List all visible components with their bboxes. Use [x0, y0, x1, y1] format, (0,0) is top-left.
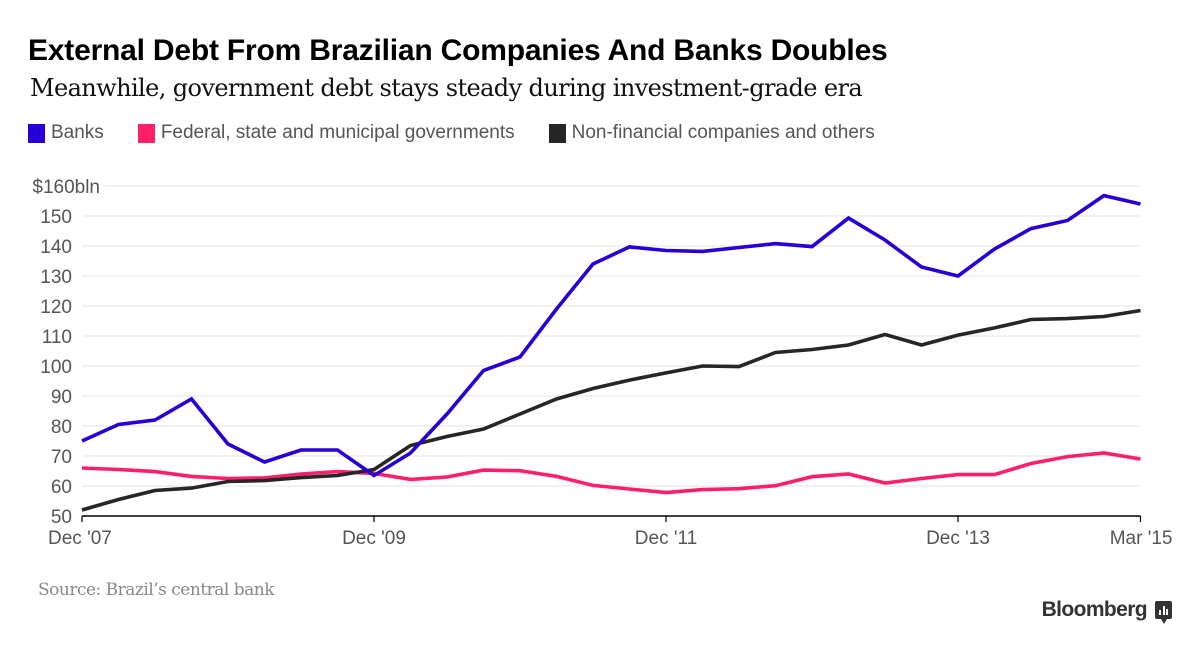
y-tick-label: 150 [40, 207, 72, 228]
gridlines [82, 185, 1141, 487]
legend-swatch-companies [548, 123, 566, 143]
y-tick-label: 140 [40, 237, 72, 258]
x-tick-label: Dec '09 [342, 528, 406, 549]
y-tick-label: 120 [40, 297, 72, 318]
legend-item-companies: Non-financial companies and others [548, 122, 875, 144]
legend-item-banks: Banks [28, 122, 104, 144]
series-line-non-financial [81, 308, 1141, 512]
y-axis: 50 60 70 80 90 100 110 120 130 140 150 $160bln [32, 177, 100, 528]
x-tick-label: Dec '07 [48, 528, 112, 549]
y-tick-label: $160bln [32, 177, 100, 198]
series-line-banks [81, 193, 1141, 478]
y-tick-label: 130 [40, 267, 72, 288]
y-tick-label: 50 [51, 507, 72, 528]
legend-label-banks: Banks [51, 122, 104, 143]
source-note: Source: Brazil’s central bank [38, 580, 275, 600]
legend-label-governments: Federal, state and municipal governments [160, 122, 515, 143]
y-tick-label: 90 [51, 387, 72, 408]
chart-subtitle: Meanwhile, government debt stays steady … [30, 74, 863, 102]
y-tick-label: 100 [40, 357, 72, 378]
y-tick-label: 70 [51, 447, 72, 468]
brand-name: Bloomberg [1041, 598, 1148, 621]
series-line-federal [81, 451, 1141, 495]
y-tick-label: 80 [51, 417, 72, 438]
series-lines [81, 193, 1141, 512]
chart-title: External Debt From Brazilian Companies A… [28, 34, 888, 67]
x-tick-label: Dec '13 [926, 528, 990, 549]
x-axis: Dec '07 Dec '09 Dec '11 Dec '13 Mar '15 [48, 515, 1173, 549]
x-tick-label: Mar '15 [1110, 528, 1173, 549]
y-tick-label: 110 [42, 327, 72, 348]
legend-swatch-banks [28, 123, 45, 143]
legend-item-governments: Federal, state and municipal governments [137, 122, 515, 144]
bloomberg-chart-icon [1155, 601, 1172, 624]
x-tick-label: Dec '11 [635, 528, 697, 549]
y-tick-label: 60 [51, 477, 72, 498]
legend-label-companies: Non-financial companies and others [571, 122, 875, 143]
brand-logo: Bloomberg [1041, 598, 1172, 624]
legend: Banks Federal, state and municipal gover… [28, 122, 909, 144]
legend-swatch-governments [137, 123, 155, 143]
